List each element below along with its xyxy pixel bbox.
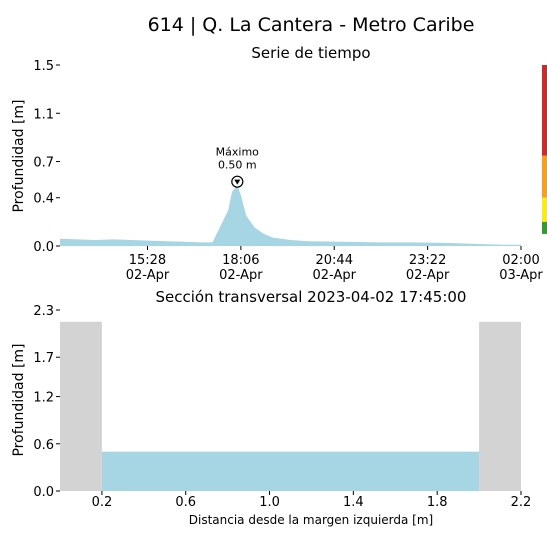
y-tick-label: 2.3 — [33, 304, 54, 319]
x-tick-label: 1.4 — [343, 495, 364, 510]
water-area — [101, 451, 480, 491]
x-tick-date: 02-Apr — [126, 268, 170, 283]
y-tick-label: 1.1 — [33, 107, 54, 122]
x-tick-date: 02-Apr — [219, 268, 263, 283]
threshold-segment — [542, 197, 547, 222]
x-tick-time: 23:22 — [409, 253, 446, 268]
channel-wall — [479, 321, 521, 491]
depth-area — [60, 185, 521, 246]
cross-section-title: Sección transversal 2023-04-02 17:45:00 — [156, 288, 467, 306]
x-tick-label: 1.8 — [427, 495, 448, 510]
cross-section-chart: Sección transversal 2023-04-02 17:45:00 … — [11, 288, 531, 527]
y-tick-label: 1.2 — [33, 391, 54, 406]
cross-section-plot — [60, 321, 521, 491]
x-tick-label: 0.2 — [92, 495, 113, 510]
threshold-bar — [542, 65, 547, 234]
timeseries-ylabel: Profundidad [m] — [11, 99, 27, 212]
x-tick-date: 02-Apr — [313, 268, 357, 283]
timeseries-plot — [60, 185, 521, 246]
main-title: 614 | Q. La Cantera - Metro Caribe — [148, 14, 475, 36]
y-tick-label: 0.0 — [33, 240, 54, 255]
y-tick-label: 0.0 — [33, 485, 54, 500]
x-tick-label: 0.6 — [175, 495, 196, 510]
x-tick-time: 20:44 — [316, 253, 353, 268]
y-tick-label: 1.5 — [33, 59, 54, 74]
cross-section-ticks: 0.0 0.6 1.2 1.7 2.3 0.2 0.6 1.0 1.4 1.8 2.2 — [33, 304, 531, 510]
timeseries-chart: Serie de tiempo Profundidad [m] 0.0 0.4 0.… — [11, 44, 547, 283]
max-annotation-label: Máximo — [216, 146, 260, 159]
cross-section-ylabel: Profundidad [m] — [11, 343, 27, 456]
x-tick-time: 02:00 — [502, 253, 539, 268]
max-annotation: Máximo 0.50 m — [216, 146, 260, 188]
max-marker-arrow — [234, 179, 241, 185]
x-tick-label: 2.2 — [511, 495, 532, 510]
cross-section-xlabel: Distancia desde la margen izquierda [m] — [189, 513, 433, 527]
threshold-segment — [542, 221, 547, 234]
y-tick-label: 0.6 — [33, 438, 54, 453]
x-tick-label: 1.0 — [259, 495, 280, 510]
x-tick-time: 15:28 — [129, 253, 166, 268]
x-tick-time: 18:06 — [222, 253, 259, 268]
y-tick-label: 0.4 — [33, 192, 54, 207]
x-tick-date: 03-Apr — [499, 268, 543, 283]
threshold-segment — [542, 155, 547, 198]
y-tick-label: 0.7 — [33, 156, 54, 171]
max-annotation-value: 0.50 m — [218, 159, 257, 172]
y-tick-label: 1.7 — [33, 351, 54, 366]
timeseries-title: Serie de tiempo — [251, 44, 370, 62]
channel-wall — [60, 321, 102, 491]
threshold-segment — [542, 65, 547, 156]
timeseries-ticks: 0.00.40.71.11.515:2802-Apr18:0602-Apr20:… — [33, 59, 543, 283]
x-tick-date: 02-Apr — [406, 268, 450, 283]
